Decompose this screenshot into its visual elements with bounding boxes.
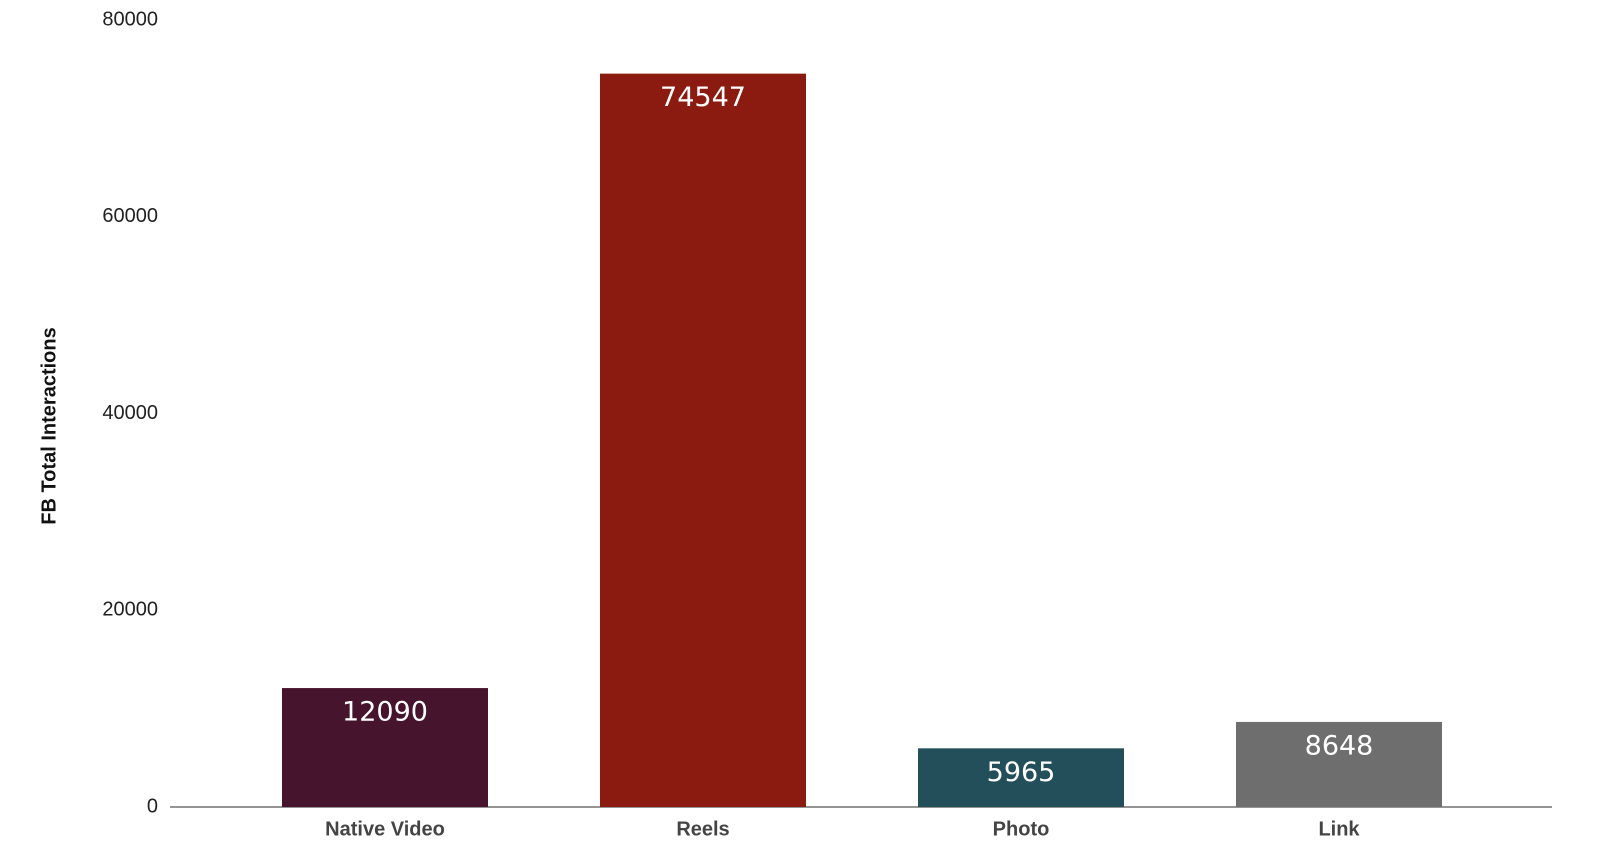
x-tick-label: Reels	[676, 818, 729, 840]
x-tick-label: Link	[1318, 818, 1360, 840]
value-label: 74547	[660, 82, 746, 113]
value-label: 8648	[1305, 730, 1374, 761]
y-tick-label: 20000	[102, 599, 158, 621]
y-tick-label: 40000	[102, 402, 158, 424]
x-tick-label: Native Video	[325, 818, 445, 840]
bar	[600, 73, 806, 807]
value-label: 5965	[987, 757, 1056, 788]
bar	[918, 748, 1124, 807]
y-tick-label: 0	[147, 795, 158, 817]
y-tick-label: 60000	[102, 205, 158, 227]
value-label: 12090	[342, 697, 428, 728]
y-axis-label: FB Total Interactions	[38, 327, 60, 524]
y-tick-label: 80000	[102, 8, 158, 30]
bar	[1236, 721, 1442, 807]
x-tick-label: Photo	[993, 818, 1050, 840]
bar	[282, 688, 488, 807]
